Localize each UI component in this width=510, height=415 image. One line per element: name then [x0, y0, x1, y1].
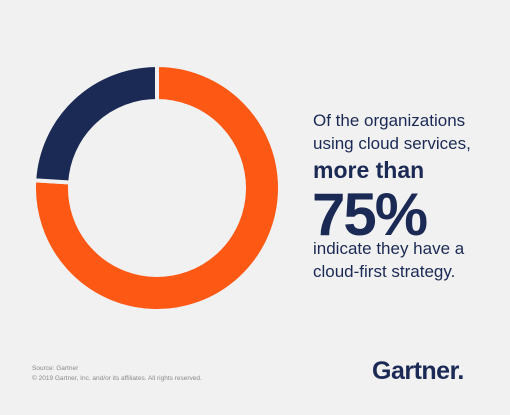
headline-emphasis: more than: [313, 157, 424, 183]
headline-intro: Of the organizations: [313, 111, 465, 130]
donut-segment: [32, 62, 159, 185]
logo: Gartner.: [372, 357, 464, 385]
source: Source: Gartner: [32, 365, 79, 372]
headline-outro: indicate they have a: [313, 239, 465, 258]
donut: [32, 62, 282, 313]
copyright: © 2019 Gartner, Inc. and/or its affiliat…: [32, 374, 202, 382]
headline-intro: using cloud services,: [313, 134, 471, 153]
donut-segment: [32, 62, 282, 313]
headline-outro: cloud-first strategy.: [313, 262, 455, 281]
headline-figure: 75%: [312, 181, 427, 248]
